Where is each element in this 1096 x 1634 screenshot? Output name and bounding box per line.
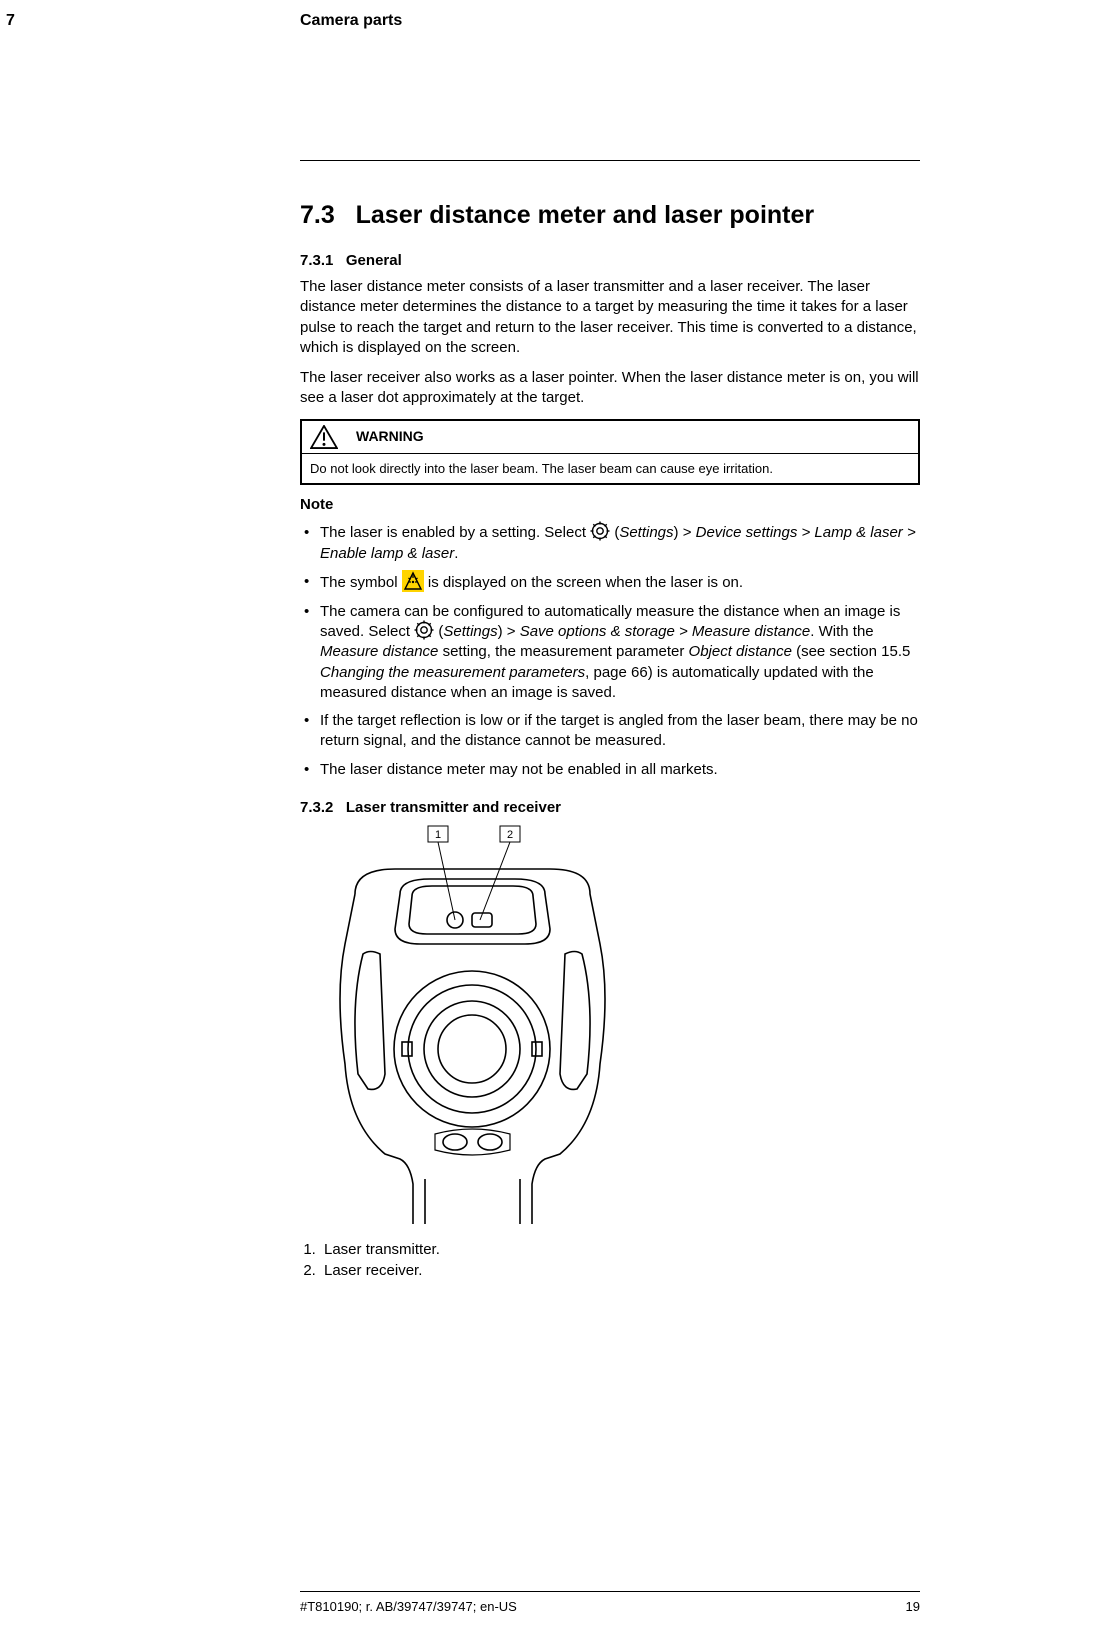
diagram-legend: Laser transmitter. Laser receiver.: [320, 1240, 920, 1281]
text: ) >: [498, 623, 520, 640]
doc-id: #T810190; r. AB/39747/39747; en-US: [300, 1598, 517, 1616]
settings-text: Settings: [619, 524, 673, 541]
main-content: 7.3 Laser distance meter and laser point…: [300, 160, 920, 1301]
text: .: [454, 545, 458, 562]
list-item: The camera can be configured to automati…: [300, 602, 920, 703]
section-number: 7.3: [300, 201, 335, 229]
camera-front-diagram: 1 2: [300, 824, 660, 1224]
chapter-number: 7: [6, 10, 15, 32]
divider: [300, 160, 920, 161]
text: ) >: [674, 524, 696, 541]
warning-box: WARNING Do not look directly into the la…: [300, 419, 920, 486]
list-item: The symbol is displayed on the screen wh…: [300, 572, 920, 594]
chapter-title: Camera parts: [300, 10, 402, 32]
subsection-number: 7.3.1: [300, 252, 333, 269]
warning-text: Do not look directly into the laser beam…: [302, 454, 918, 484]
legend-item: Laser transmitter.: [320, 1240, 920, 1260]
subsection-heading: 7.3.2 Laser transmitter and receiver: [300, 798, 920, 818]
measure-distance-text: Measure distance: [320, 643, 438, 660]
text: The laser is enabled by a setting. Selec…: [320, 524, 590, 541]
subsection-title: General: [346, 252, 402, 269]
list-item: The laser distance meter may not be enab…: [300, 760, 920, 780]
section-heading: 7.3 Laser distance meter and laser point…: [300, 199, 920, 233]
text: (see section 15.5: [792, 643, 910, 660]
section-title: Laser distance meter and laser pointer: [356, 201, 815, 229]
text: is displayed on the screen when the lase…: [424, 574, 743, 591]
note-label: Note: [300, 495, 920, 515]
list-item: The laser is enabled by a setting. Selec…: [300, 523, 920, 564]
footer-divider: [300, 1591, 920, 1592]
paragraph: The laser distance meter consists of a l…: [300, 277, 920, 358]
text: setting, the measurement parameter: [438, 643, 688, 660]
footer-row: #T810190; r. AB/39747/39747; en-US 19: [300, 1598, 920, 1616]
gear-icon: [590, 521, 610, 541]
gear-icon: [414, 620, 434, 640]
menu-path: Save options & storage > Measure distanc…: [520, 623, 811, 640]
text: The symbol: [320, 574, 402, 591]
laser-on-symbol-icon: [402, 570, 424, 592]
page-number: 19: [906, 1598, 920, 1616]
note-list: The laser is enabled by a setting. Selec…: [300, 523, 920, 780]
warning-triangle-icon: [310, 425, 338, 449]
list-item: If the target reflection is low or if th…: [300, 711, 920, 752]
settings-text: Settings: [443, 623, 497, 640]
subsection-heading: 7.3.1 General: [300, 251, 920, 271]
page-footer: #T810190; r. AB/39747/39747; en-US 19: [300, 1591, 920, 1616]
text: . With the: [810, 623, 873, 640]
cross-ref-text: Changing the measurement parameters: [320, 664, 585, 681]
callout-2: 2: [507, 829, 513, 841]
device-diagram: 1 2: [300, 824, 920, 1230]
paragraph: The laser receiver also works as a laser…: [300, 368, 920, 409]
object-distance-text: Object distance: [689, 643, 792, 660]
warning-label: WARNING: [356, 427, 424, 446]
warning-header: WARNING: [302, 421, 918, 454]
text: (: [434, 623, 443, 640]
text: (: [610, 524, 619, 541]
legend-item: Laser receiver.: [320, 1261, 920, 1281]
subsection-number: 7.3.2: [300, 799, 333, 816]
callout-1: 1: [435, 829, 441, 841]
subsection-title: Laser transmitter and receiver: [346, 799, 561, 816]
